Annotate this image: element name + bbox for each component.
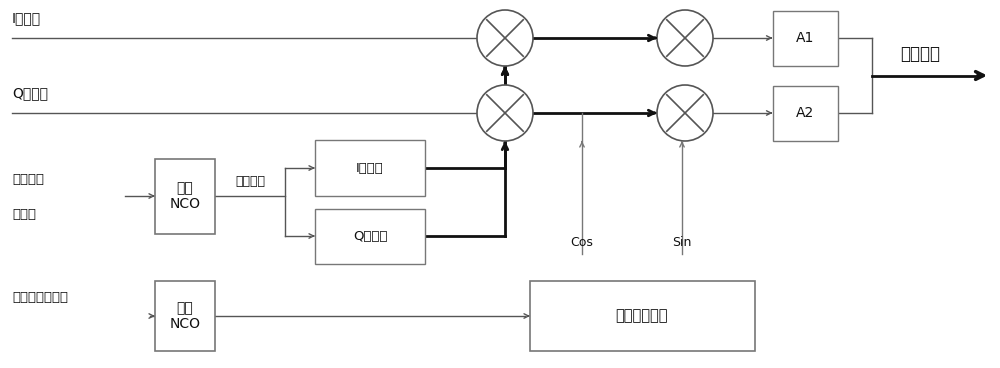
FancyBboxPatch shape [530,281,755,351]
Text: Cos: Cos [571,236,593,249]
Text: 载波
NCO: 载波 NCO [170,301,200,331]
Text: Q路伪码: Q路伪码 [353,230,387,243]
FancyBboxPatch shape [315,209,425,263]
Text: Q路数据: Q路数据 [12,86,48,100]
Circle shape [657,85,713,141]
FancyBboxPatch shape [315,141,425,195]
Text: A2: A2 [796,106,814,120]
FancyBboxPatch shape [772,85,838,141]
Text: 载波频率控制字: 载波频率控制字 [12,291,68,304]
Circle shape [477,85,533,141]
Text: Sin: Sin [672,236,692,249]
Text: 伪码频率: 伪码频率 [12,173,44,186]
Text: I路数据: I路数据 [12,11,41,25]
Text: 控制字: 控制字 [12,208,36,221]
Text: I路伪码: I路伪码 [356,162,384,174]
Text: 扩频信号: 扩频信号 [900,46,940,64]
FancyBboxPatch shape [155,159,215,234]
Circle shape [657,10,713,66]
Text: 伪码
NCO: 伪码 NCO [170,181,200,211]
Circle shape [477,10,533,66]
FancyBboxPatch shape [155,281,215,351]
Text: 伪码时钟: 伪码时钟 [235,175,265,188]
Text: A1: A1 [796,31,814,45]
Text: 正余弦查找表: 正余弦查找表 [616,308,668,323]
FancyBboxPatch shape [772,11,838,66]
